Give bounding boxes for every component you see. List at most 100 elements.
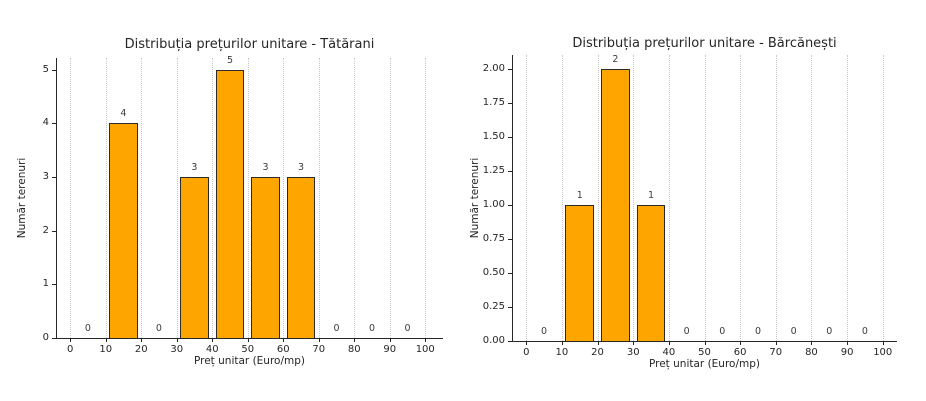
bar-value-label: 5 <box>226 54 233 66</box>
y-tick-mark <box>508 272 512 274</box>
bar-value-label: 0 <box>826 326 833 337</box>
x-tick-label: 40 <box>662 347 676 358</box>
bar <box>286 177 316 338</box>
bar-value-label: 0 <box>404 323 411 334</box>
y-tick-mark <box>52 123 56 125</box>
y-tick-label: 1.00 <box>482 198 505 210</box>
x-tick-label: 20 <box>591 347 604 358</box>
bar <box>180 177 209 338</box>
y-tick-label: 2 <box>42 224 49 236</box>
x-tick-mark <box>561 341 563 345</box>
bar <box>215 69 245 338</box>
x-tick-mark <box>526 341 528 345</box>
bar-value-label: 0 <box>155 323 162 334</box>
x-tick-mark <box>633 341 635 345</box>
y-tick-label: 3 <box>42 171 49 183</box>
x-tick-label: 90 <box>840 347 854 358</box>
y-axis-spine <box>56 58 57 338</box>
x-axis-spine <box>56 338 443 339</box>
x-tick-mark <box>597 341 599 345</box>
bar-value-label: 0 <box>84 323 91 334</box>
x-gridline <box>283 58 285 338</box>
x-tick-label: 0 <box>67 344 74 355</box>
y-tick-label: 1.25 <box>482 164 505 176</box>
bar-value-label: 0 <box>754 326 761 337</box>
x-tick-mark <box>105 338 107 342</box>
x-tick-mark <box>141 338 143 342</box>
x-tick-mark <box>847 341 849 345</box>
x-tick-label: 70 <box>769 347 783 358</box>
x-tick-mark <box>740 341 742 345</box>
x-tick-label: 0 <box>523 347 530 358</box>
x-tick-mark <box>318 338 320 342</box>
bar-value-label: 0 <box>368 323 376 334</box>
x-gridline <box>354 58 356 338</box>
y-tick-label: 5 <box>42 63 49 75</box>
bar-value-label: 0 <box>333 323 340 334</box>
x-tick-label: 40 <box>205 344 219 355</box>
x-tick-label: 60 <box>276 344 290 355</box>
x-gridline <box>561 55 563 341</box>
x-gridline <box>597 55 599 341</box>
x-gridline <box>775 55 777 341</box>
y-tick-mark <box>52 230 56 232</box>
plot-area: 0 4 0 3 5 3 3 0 0 0 0 10 20 30 40 50 60 70 80 90 100 0 1 2 3 4 5 <box>43 54 443 355</box>
x-tick-label: 100 <box>873 347 893 358</box>
x-tick-mark <box>668 341 670 345</box>
x-gridline <box>425 58 427 338</box>
x-tick-label: 20 <box>134 344 148 355</box>
x-tick-mark <box>811 341 813 345</box>
x-tick-label: 30 <box>170 344 184 355</box>
bar-value-label: 0 <box>719 326 726 337</box>
y-tick-mark <box>508 136 512 138</box>
x-tick-mark <box>704 341 706 345</box>
bar-value-label: 1 <box>647 189 655 201</box>
x-axis-label: Preț unitar (Euro/mp) <box>648 358 761 370</box>
x-gridline <box>633 55 635 341</box>
y-tick-mark <box>52 284 56 286</box>
chart-title: Distribuția prețurilor unitare - Tătăran… <box>124 37 375 52</box>
bar <box>109 123 138 338</box>
bar <box>251 177 280 338</box>
x-gridline <box>668 55 670 341</box>
y-tick-label: 1 <box>42 278 49 290</box>
x-gridline <box>389 58 391 338</box>
chart-panel-barcanesti: Distribuția prețurilor unitare - Bărcăne… <box>463 0 926 401</box>
y-tick-mark <box>52 69 56 71</box>
x-gridline <box>176 58 178 338</box>
x-gridline <box>247 58 249 338</box>
y-tick-mark <box>508 238 512 240</box>
y-tick-label: 0.25 <box>482 300 505 312</box>
y-tick-label: 0.75 <box>482 232 505 244</box>
y-tick-mark <box>508 204 512 206</box>
x-gridline <box>704 55 706 341</box>
x-gridline <box>318 58 320 338</box>
x-tick-mark <box>354 338 356 342</box>
x-tick-label: 80 <box>805 347 818 358</box>
y-tick-label: 0 <box>42 332 49 343</box>
x-tick-label: 70 <box>312 344 326 355</box>
x-tick-label: 10 <box>99 344 113 355</box>
x-gridline <box>847 55 849 341</box>
x-gridline <box>141 58 143 338</box>
y-tick-label: 1.50 <box>482 130 505 142</box>
x-gridline <box>70 58 72 338</box>
chart-panel-tatarani: Distribuția prețurilor unitare - Tătăran… <box>16 37 443 367</box>
x-tick-mark <box>425 338 427 342</box>
x-tick-mark <box>70 338 72 342</box>
bar-value-label: 0 <box>790 326 797 337</box>
y-tick-mark <box>52 177 56 179</box>
y-tick-label: 1.75 <box>482 96 505 108</box>
x-gridline <box>212 58 214 338</box>
y-tick-label: 2.00 <box>482 62 505 74</box>
x-axis-label: Preț unitar (Euro/mp) <box>193 355 306 367</box>
x-gridline <box>811 55 813 341</box>
x-gridline <box>740 55 742 341</box>
y-axis-label: Număr terenuri <box>469 157 481 239</box>
bar-value-label: 1 <box>576 189 583 201</box>
bar-value-label: 4 <box>120 108 127 120</box>
x-gridline <box>526 55 528 341</box>
x-tick-label: 50 <box>698 347 711 358</box>
x-gridline <box>105 58 107 338</box>
y-tick-mark <box>508 68 512 70</box>
